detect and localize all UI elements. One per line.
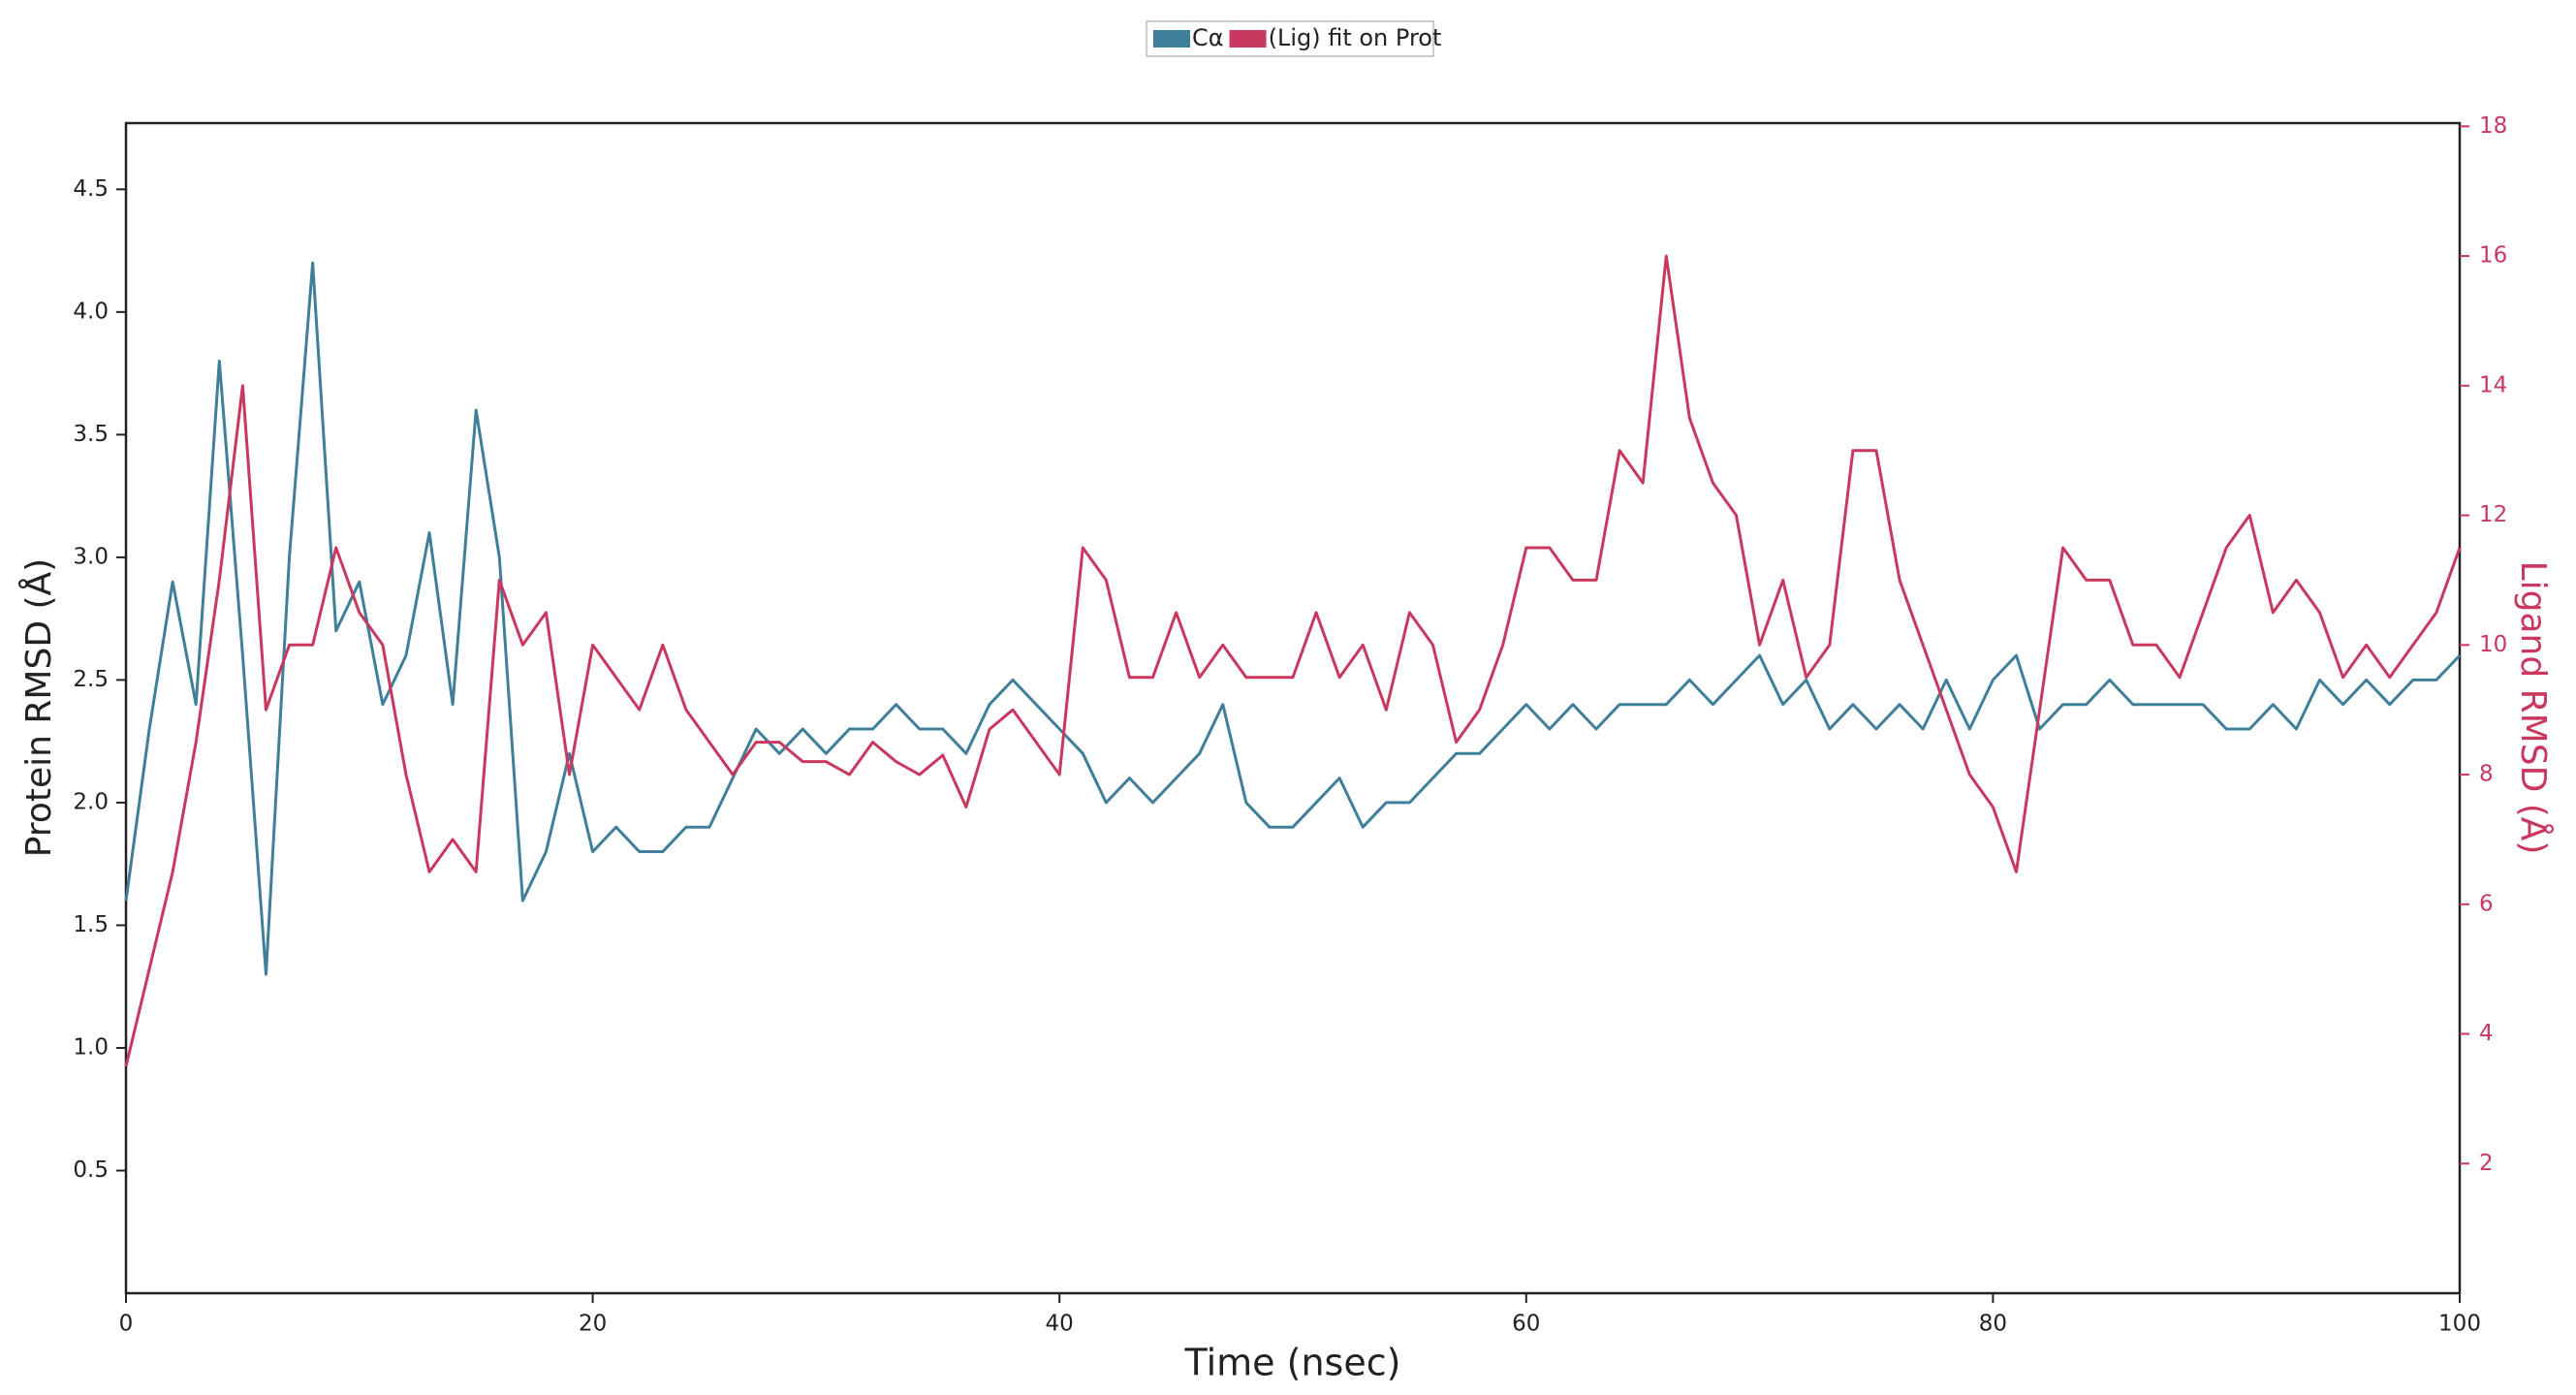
y2-tick-label: 12 bbox=[2479, 502, 2507, 527]
y2-tick-label: 2 bbox=[2479, 1151, 2494, 1176]
legend-label: Cα bbox=[1192, 24, 1224, 51]
y-tick-label: 4.0 bbox=[73, 299, 109, 324]
y2-tick-label: 6 bbox=[2479, 891, 2494, 916]
x-tick-label: 0 bbox=[119, 1312, 134, 1337]
y2-tick-label: 10 bbox=[2479, 632, 2507, 657]
y-tick-label: 0.5 bbox=[73, 1157, 109, 1183]
y-tick-label: 3.0 bbox=[73, 544, 109, 569]
y-tick-label: 1.5 bbox=[73, 912, 109, 937]
y2-axis-label: Ligand RMSD (Å) bbox=[2513, 561, 2555, 855]
legend-swatch bbox=[1153, 30, 1190, 48]
y2-tick-label: 14 bbox=[2479, 372, 2507, 397]
y-tick-label: 3.5 bbox=[73, 422, 109, 447]
x-tick-label: 100 bbox=[2438, 1312, 2481, 1337]
plot-frame bbox=[124, 121, 2462, 1295]
y2-tick-label: 18 bbox=[2479, 113, 2507, 139]
x-tick-label: 20 bbox=[579, 1312, 607, 1337]
legend-box bbox=[1146, 20, 1434, 57]
legend-swatch bbox=[1229, 30, 1267, 48]
legend-label: (Lig) fit on Prot bbox=[1269, 24, 1442, 51]
x-tick-label: 60 bbox=[1512, 1312, 1540, 1337]
x-axis-label: Time (nsec) bbox=[1184, 1342, 1401, 1384]
y-tick-label: 4.5 bbox=[73, 176, 109, 202]
y-tick-label: 1.0 bbox=[73, 1034, 109, 1060]
y2-tick-label: 8 bbox=[2479, 762, 2494, 787]
y2-tick-label: 4 bbox=[2479, 1021, 2494, 1046]
y-tick-label: 2.0 bbox=[73, 789, 109, 814]
legend: Cα (Lig) fit on Prot bbox=[1146, 20, 1442, 57]
x-tick-label: 80 bbox=[1979, 1312, 2007, 1337]
x-tick-label: 40 bbox=[1046, 1312, 1074, 1337]
y-tick-label: 2.5 bbox=[73, 667, 109, 692]
y-axis-label: Protein RMSD (Å) bbox=[17, 558, 59, 857]
data-line bbox=[124, 254, 2462, 1067]
data-line bbox=[124, 261, 2462, 976]
y2-tick-label: 16 bbox=[2479, 243, 2507, 269]
